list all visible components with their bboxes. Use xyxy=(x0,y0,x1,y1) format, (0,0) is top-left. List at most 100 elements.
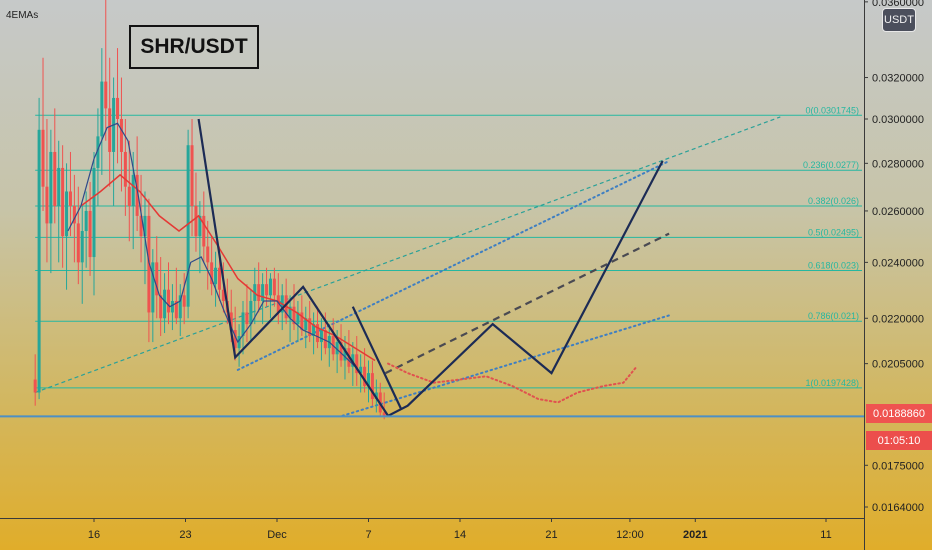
trendlines-group xyxy=(34,116,781,417)
ema-red-line xyxy=(80,173,376,362)
candle-body xyxy=(92,167,96,258)
candle-body xyxy=(210,262,214,285)
candle-body xyxy=(370,373,374,400)
candle-body xyxy=(155,262,159,296)
candle-body xyxy=(304,318,308,331)
candle-body xyxy=(363,366,367,386)
candle-body xyxy=(182,295,186,307)
candle-body xyxy=(382,412,386,416)
candle-body xyxy=(127,186,131,207)
candle-body xyxy=(194,206,198,237)
y-tick-label: 0.0220000 xyxy=(872,313,924,325)
candle-body xyxy=(170,300,174,313)
candle-body xyxy=(139,215,143,237)
drawings-group xyxy=(197,118,664,418)
candle-body xyxy=(159,295,163,319)
currency-button[interactable]: USDT xyxy=(882,8,916,32)
candle-body xyxy=(41,129,45,187)
candle-body xyxy=(300,312,304,331)
candle-body xyxy=(261,284,265,301)
candle-body xyxy=(123,151,127,187)
x-tick-label: 2021 xyxy=(683,529,707,541)
fib-level-label: 0.618(0.023) xyxy=(808,260,859,270)
candle-body xyxy=(323,330,327,349)
candle-body xyxy=(131,174,135,207)
candle-body xyxy=(237,336,241,349)
candle-body xyxy=(65,191,69,237)
candle-body xyxy=(214,267,218,285)
x-tick-label: 21 xyxy=(545,529,557,541)
candle-body xyxy=(343,348,347,361)
candle-body xyxy=(33,379,37,393)
candle-body xyxy=(312,324,316,337)
y-tick-label: 0.0320000 xyxy=(872,73,924,85)
candle-body xyxy=(190,145,194,207)
trendline-dashed xyxy=(34,116,781,394)
candle-body xyxy=(245,312,249,325)
candle-body xyxy=(265,284,269,296)
candle-body xyxy=(135,174,139,216)
candle-body xyxy=(45,186,49,224)
candle-body xyxy=(233,330,237,349)
candle-body xyxy=(257,284,261,301)
fib-level-label: 0(0.0301745) xyxy=(805,105,859,115)
candle-body xyxy=(268,278,272,296)
candle-body xyxy=(72,206,76,224)
candle-body xyxy=(116,97,120,119)
fib-retracement-group: 0(0.0301745) 0.236(0.0277) 0.382(0.026) 0.5… xyxy=(35,105,862,389)
candle-body xyxy=(367,373,370,386)
fib-level-label: 0.236(0.0277) xyxy=(803,160,859,170)
zigzag-second-leg xyxy=(351,306,403,410)
candle-body xyxy=(57,167,61,207)
fib-level-label: 0.5(0.02495) xyxy=(808,227,859,237)
ema-projection-line xyxy=(387,362,638,404)
candle-body xyxy=(335,342,339,355)
candle-body xyxy=(143,215,147,237)
trendline-dashed-projection xyxy=(385,232,670,375)
x-tick-label: 7 xyxy=(365,529,371,541)
candle-body xyxy=(174,300,178,319)
candle-body xyxy=(272,278,276,296)
y-tick-label: 0.0260000 xyxy=(872,206,924,218)
candle-body xyxy=(37,129,41,393)
x-tick-label: 12:00 xyxy=(616,529,644,541)
candle-body xyxy=(84,210,88,232)
x-tick-label: 11 xyxy=(820,529,831,541)
candle-body xyxy=(100,81,104,137)
candle-body xyxy=(249,300,253,325)
candle-body xyxy=(53,151,57,207)
pair-title: SHR/USDT xyxy=(129,25,259,69)
candle-body xyxy=(206,246,210,263)
candle-body xyxy=(108,108,112,152)
candle-body xyxy=(296,312,300,325)
candle-body xyxy=(178,295,182,319)
x-tick-label: 14 xyxy=(454,529,466,541)
candle-body xyxy=(202,215,206,247)
candle-body xyxy=(119,119,123,152)
candle-body xyxy=(276,295,280,313)
candle-body xyxy=(319,330,323,343)
candle-body xyxy=(316,324,320,343)
candle-body xyxy=(76,223,80,263)
candle-body xyxy=(198,215,202,237)
candle-body xyxy=(61,167,65,237)
x-tick-label: 23 xyxy=(179,529,191,541)
indicator-label[interactable]: 4EMAs xyxy=(6,10,39,21)
fib-level-label: 0.382(0.026) xyxy=(808,196,859,206)
x-tick-label: 16 xyxy=(88,529,100,541)
candle-body xyxy=(292,306,296,325)
candle-body xyxy=(49,151,53,224)
x-tick-label: Dec xyxy=(267,529,287,541)
candle-body xyxy=(96,136,100,168)
candle-body xyxy=(151,262,155,313)
candle-body xyxy=(221,289,225,301)
candles-group xyxy=(33,0,386,420)
candle-body xyxy=(288,306,292,319)
candle-body xyxy=(68,191,72,207)
candle-body xyxy=(229,312,233,331)
candle-body xyxy=(241,312,245,337)
y-tick-label: 0.0300000 xyxy=(872,114,924,126)
